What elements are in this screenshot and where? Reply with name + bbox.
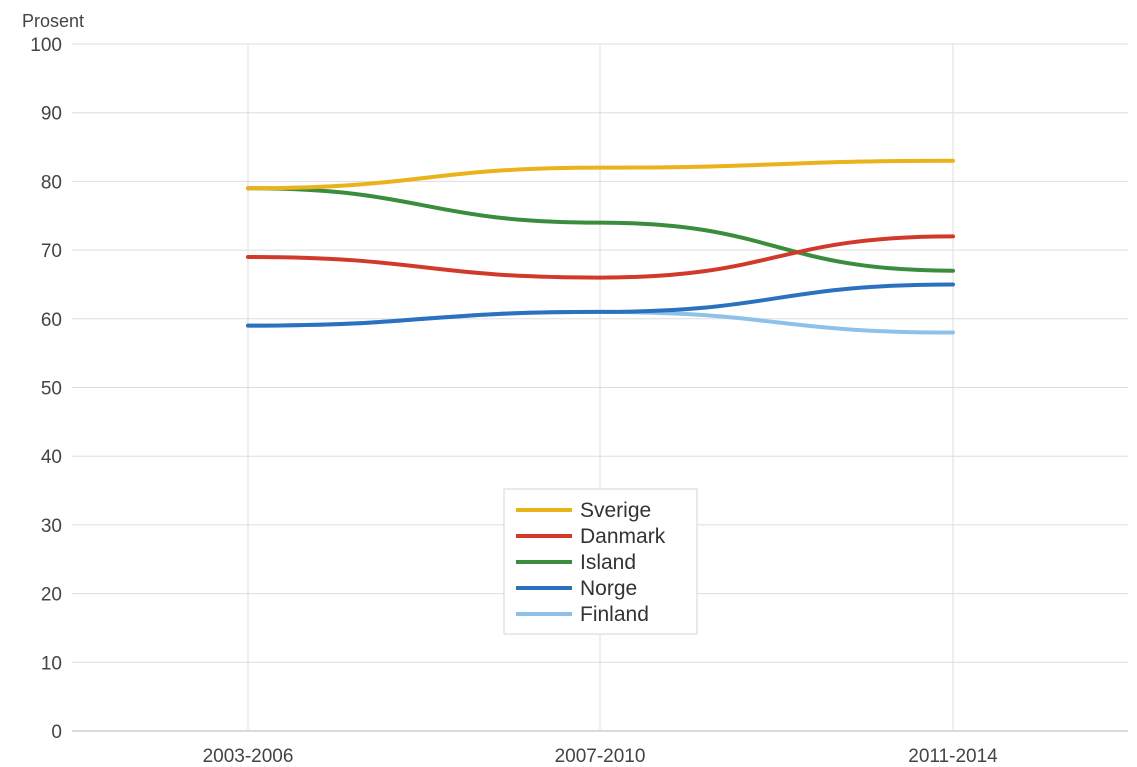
legend-label-island: Island xyxy=(580,551,636,574)
legend-label-finland: Finland xyxy=(580,603,649,626)
legend-label-sverige: Sverige xyxy=(580,499,651,522)
x-tick-label: 2007-2010 xyxy=(555,746,646,767)
series-line-island xyxy=(246,186,955,273)
x-tick-label: 2003-2006 xyxy=(203,746,294,767)
y-tick-label: 10 xyxy=(41,653,62,674)
y-tick-label: 60 xyxy=(41,310,62,331)
y-axis-ticks: 0 10 20 30 40 50 60 70 80 90 100 xyxy=(30,35,62,743)
y-axis-title: Prosent xyxy=(22,11,84,31)
x-axis-ticks: 2003-2006 2007-2010 2011-2014 xyxy=(203,746,999,767)
series-line-sverige xyxy=(246,158,955,191)
legend-label-danmark: Danmark xyxy=(580,525,666,548)
y-tick-label: 30 xyxy=(41,516,62,537)
series-lines xyxy=(246,158,955,335)
x-tick-label: 2011-2014 xyxy=(908,746,998,767)
y-tick-label: 20 xyxy=(41,585,62,606)
legend-label-norge: Norge xyxy=(580,577,637,600)
y-tick-label: 80 xyxy=(41,172,62,193)
y-tick-label: 40 xyxy=(41,447,62,468)
legend: Sverige Danmark Island Norge Finland xyxy=(503,488,698,635)
y-tick-label: 0 xyxy=(51,722,62,743)
y-tick-label: 50 xyxy=(41,379,62,400)
y-tick-label: 90 xyxy=(41,104,62,125)
y-tick-label: 70 xyxy=(41,241,62,262)
y-tick-label: 100 xyxy=(30,35,62,56)
series-line-danmark xyxy=(246,234,955,280)
series-line-norge xyxy=(246,282,955,328)
